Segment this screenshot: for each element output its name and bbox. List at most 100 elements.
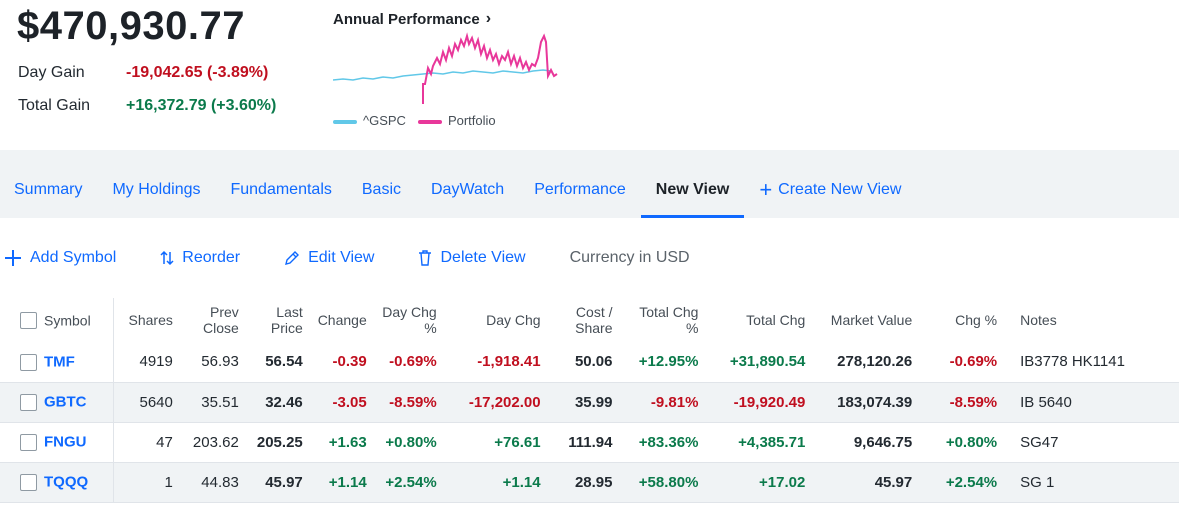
gspc-line	[333, 69, 552, 81]
holding-day-chg: -1,918.41	[441, 342, 546, 383]
header-total-chg-pct[interactable]: Total Chg%	[639, 304, 699, 336]
holding-day-chg: +1.14	[441, 462, 546, 503]
symbol-link[interactable]: TQQQ	[44, 473, 89, 491]
holding-change: +1.14	[307, 462, 372, 503]
holdings-table: Symbol Shares Prev Close Last Price Change…	[0, 298, 1179, 503]
holding-total-chg-pct: +12.95%	[617, 342, 704, 383]
holding-market-value: 183,074.39	[810, 382, 918, 423]
holding-symbol: FNGU	[0, 422, 115, 463]
holding-cost-share: 35.99	[545, 382, 618, 423]
holding-day-chg-pct: -8.59%	[371, 382, 442, 423]
tab-create-new-view[interactable]: + Create New View	[744, 162, 916, 218]
header-last-price[interactable]: Last Price	[270, 304, 303, 336]
plus-icon: +	[759, 177, 773, 202]
header-shares[interactable]: Shares	[128, 312, 173, 328]
annual-performance-link[interactable]: Annual Performance ›	[333, 10, 491, 28]
portfolio-summary: $470,930.77 Day Gain -19,042.65 (-3.89%) …	[0, 0, 1179, 150]
holding-shares: 47	[113, 422, 178, 463]
holding-last-price: 205.25	[243, 422, 308, 463]
tab-new-view[interactable]: New View	[640, 162, 745, 218]
header-market-value[interactable]: Market Value	[830, 312, 913, 328]
performance-sparkline	[333, 32, 558, 104]
add-symbol-button[interactable]: Add Symbol	[4, 249, 116, 267]
holding-chg-pct: +0.80%	[917, 422, 1003, 463]
holding-last-price: 45.97	[243, 462, 308, 503]
holding-total-chg: +31,890.54	[703, 342, 811, 383]
holding-prev-close: 203.62	[177, 422, 244, 463]
total-gain-value: +16,372.79 (+3.60%)	[126, 97, 277, 114]
holding-total-chg-pct: +58.80%	[617, 462, 704, 503]
header-change[interactable]: Change	[317, 312, 367, 328]
currency-note: Currency in USD	[569, 249, 690, 266]
holding-cost-share: 28.95	[545, 462, 618, 503]
header-cost-share[interactable]: Cost / Share	[575, 304, 613, 336]
holding-symbol: TMF	[0, 342, 115, 383]
reorder-icon	[160, 250, 174, 266]
holding-total-chg: +4,385.71	[703, 422, 811, 463]
holding-market-value: 9,646.75	[810, 422, 918, 463]
total-gain-row: Total Gain +16,372.79 (+3.60%)	[18, 97, 276, 115]
legend-gspc: ^GSPC	[333, 113, 406, 128]
chevron-right-icon: ›	[485, 10, 492, 27]
holding-shares: 1	[113, 462, 178, 503]
tab-my-holdings[interactable]: My Holdings	[112, 181, 201, 198]
header-prev-close[interactable]: Prev Close	[203, 304, 239, 336]
header-day-chg[interactable]: Day Chg	[486, 312, 541, 328]
table-row: TQQQ 1 44.83 45.97 +1.14 +2.54% +1.14 28.95 +58.…	[0, 462, 1179, 503]
holding-cost-share: 50.06	[545, 342, 618, 383]
tab-basic[interactable]: Basic	[361, 181, 401, 198]
header-total-chg[interactable]: Total Chg	[746, 312, 806, 328]
row-checkbox[interactable]	[20, 473, 37, 491]
tab-daywatch[interactable]: DayWatch	[431, 181, 505, 198]
holding-shares: 4919	[113, 342, 178, 383]
row-checkbox[interactable]	[20, 393, 37, 411]
holding-prev-close: 35.51	[177, 382, 244, 423]
table-row: GBTC 5640 35.51 32.46 -3.05 -8.59% -17,202.00 3…	[0, 382, 1179, 423]
holding-market-value: 278,120.26	[810, 342, 918, 383]
holding-notes: IB3778 HK1141	[1002, 342, 1179, 383]
row-checkbox[interactable]	[20, 353, 37, 371]
tab-performance[interactable]: Performance	[534, 181, 626, 198]
holding-day-chg-pct: +0.80%	[371, 422, 442, 463]
table-row: TMF 4919 56.93 56.54 -0.39 -0.69% -1,918.41 50.…	[0, 342, 1179, 383]
symbol-link[interactable]: TMF	[44, 353, 75, 371]
header-day-chg-pct[interactable]: Day Chg%	[382, 304, 437, 336]
holding-total-chg: -19,920.49	[703, 382, 811, 423]
table-header-row: Symbol Shares Prev Close Last Price Change…	[0, 298, 1179, 342]
holding-symbol: TQQQ	[0, 462, 115, 503]
day-gain-label: Day Gain	[18, 64, 85, 81]
symbol-link[interactable]: FNGU	[44, 433, 87, 451]
holding-change: -0.39	[307, 342, 372, 383]
tab-summary[interactable]: Summary	[14, 181, 83, 198]
annual-performance-title: Annual Performance	[333, 10, 480, 28]
holding-notes: IB 5640	[1002, 382, 1179, 423]
day-gain-row: Day Gain -19,042.65 (-3.89%)	[18, 64, 268, 82]
holding-prev-close: 44.83	[177, 462, 244, 503]
total-gain-label: Total Gain	[18, 97, 91, 114]
holding-total-chg-pct: -9.81%	[617, 382, 704, 423]
holding-last-price: 56.54	[243, 342, 308, 383]
delete-view-button[interactable]: Delete View	[418, 249, 526, 267]
header-symbol[interactable]: Symbol	[0, 298, 115, 342]
reorder-label: Reorder	[182, 249, 241, 266]
header-chg-pct[interactable]: Chg %	[955, 312, 998, 328]
tab-fundamentals[interactable]: Fundamentals	[230, 181, 332, 198]
legend-portfolio: Portfolio	[417, 113, 496, 128]
view-actions-bar: Add Symbol Reorder Edit View Delete View…	[0, 236, 690, 280]
select-all-checkbox[interactable]	[20, 311, 37, 329]
holding-prev-close: 56.93	[177, 342, 244, 383]
holding-chg-pct: +2.54%	[917, 462, 1003, 503]
reorder-button[interactable]: Reorder	[160, 249, 240, 267]
holding-day-chg-pct: -0.69%	[371, 342, 442, 383]
row-checkbox[interactable]	[20, 433, 37, 451]
annual-performance-widget: Annual Performance › ^GSPC Portfolio	[333, 10, 573, 135]
holding-cost-share: 111.94	[545, 422, 618, 463]
edit-view-button[interactable]: Edit View	[284, 249, 374, 267]
total-value: $470,930.77	[17, 4, 245, 48]
holding-chg-pct: -8.59%	[917, 382, 1003, 423]
header-notes[interactable]: Notes	[1020, 312, 1057, 328]
edit-view-label: Edit View	[308, 249, 375, 266]
section-divider	[0, 150, 1179, 162]
holding-change: +1.63	[307, 422, 372, 463]
symbol-link[interactable]: GBTC	[44, 393, 87, 411]
